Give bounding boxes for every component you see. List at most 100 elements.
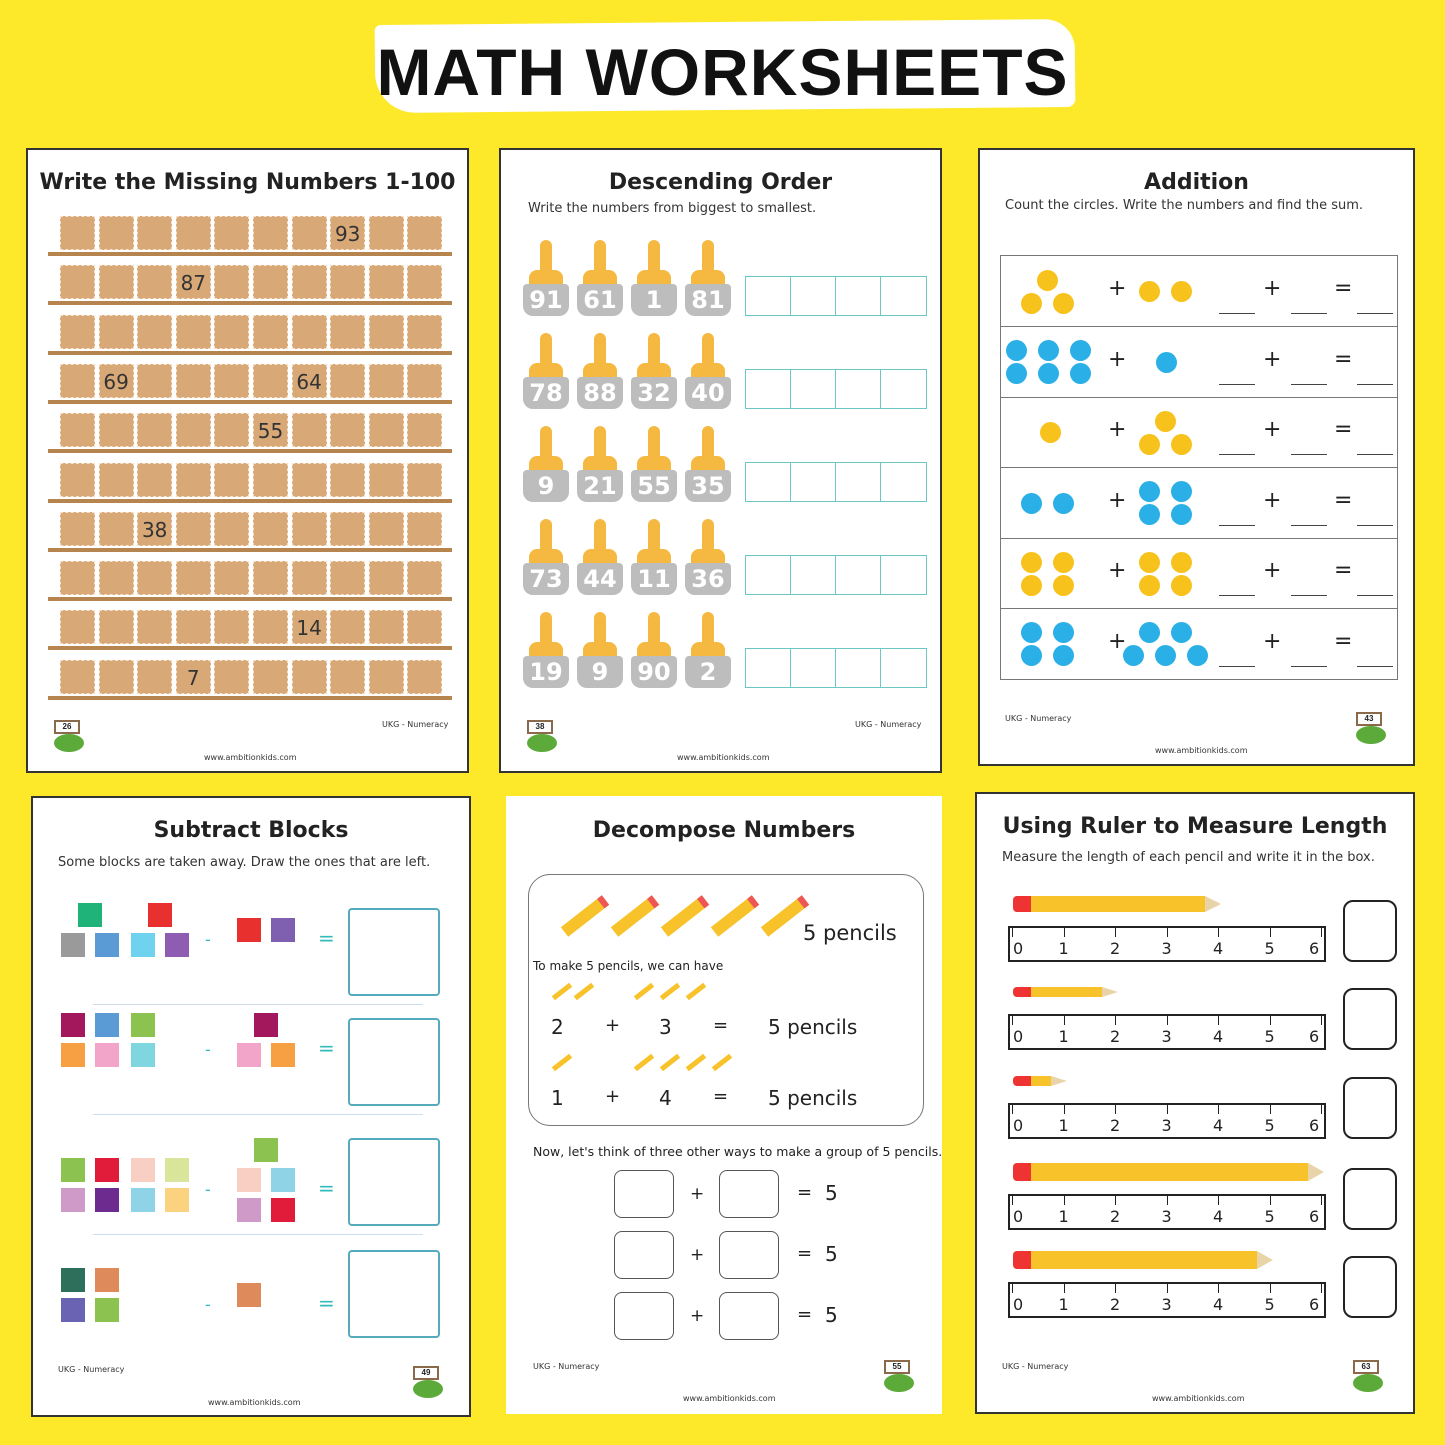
circle: [1053, 492, 1074, 514]
number-box: [214, 413, 250, 448]
shelf: [48, 646, 452, 651]
answer-box[interactable]: [1343, 988, 1397, 1050]
number-box: [407, 216, 443, 250]
circle: [1139, 574, 1160, 596]
block-taken-away: [271, 1168, 295, 1192]
circle: [1040, 422, 1061, 443]
subtract-row: - =: [33, 1268, 473, 1368]
answer-box[interactable]: [1343, 1256, 1397, 1318]
answer-box-a[interactable]: [614, 1292, 674, 1340]
circle: [1070, 340, 1091, 361]
answer-box-a[interactable]: [614, 1170, 674, 1218]
number-box: [137, 363, 173, 398]
equals-sign: =: [713, 1015, 729, 1036]
small-pencil-icon: [633, 982, 655, 1001]
ruler-label: 3: [1161, 1207, 1172, 1226]
plus-sign: +: [1263, 487, 1282, 513]
circle: [1038, 340, 1059, 361]
shelf: [48, 498, 452, 503]
number-box: [60, 216, 95, 250]
brush-ferrule: [691, 642, 725, 658]
brush-number: 55: [631, 470, 677, 502]
answer-box[interactable]: [348, 1250, 440, 1338]
answer-box[interactable]: [348, 908, 440, 996]
block: [131, 1158, 155, 1182]
paint-brush: 40: [685, 333, 731, 409]
number-box: [175, 413, 211, 448]
paint-brush: 73: [523, 519, 569, 595]
answer-box[interactable]: [348, 1138, 440, 1226]
addend-b: 3: [659, 1015, 672, 1039]
page-number: 49: [413, 1366, 439, 1380]
ruler-tick: [1269, 1105, 1271, 1114]
answer-box[interactable]: [1343, 900, 1397, 962]
ruler-tick: [1218, 1284, 1219, 1293]
answer-box: [746, 649, 791, 687]
number-box: [330, 413, 366, 448]
answer-box-b[interactable]: [719, 1292, 779, 1340]
number-box: [137, 659, 173, 694]
block-taken-away: [254, 1138, 278, 1162]
number-box: [330, 659, 366, 694]
worksheet-title: Subtract Blocks: [153, 818, 349, 843]
paint-brush: 61: [577, 240, 623, 316]
worksheet-title: Descending Order: [608, 170, 833, 195]
ruler-label: 2: [1110, 1027, 1121, 1046]
addend-a: 1: [551, 1086, 564, 1110]
footer-level: UKG - Numeracy: [855, 720, 922, 729]
circle: [1021, 292, 1042, 314]
plus-sign: +: [1108, 417, 1127, 442]
number-box: [98, 314, 134, 349]
circle: [1171, 433, 1192, 455]
page-number-badge: 63: [1349, 1360, 1385, 1396]
ruler-tick: [1321, 1284, 1322, 1293]
number-box: [368, 265, 404, 300]
answer-box[interactable]: [348, 1018, 440, 1106]
small-pencil-icon: [551, 982, 573, 1001]
ruler-label: 5: [1264, 1295, 1275, 1314]
paint-brush: 1: [631, 240, 677, 316]
plus-sign: +: [1108, 558, 1127, 583]
ruler-label: 5: [1264, 1207, 1275, 1226]
brush-number: 32: [631, 377, 677, 409]
number-box: [330, 511, 366, 546]
answer-blank: [1357, 454, 1393, 455]
paint-brush: 81: [685, 240, 731, 316]
circle: [1139, 433, 1160, 455]
ruler-label: 0: [1013, 1116, 1024, 1135]
answer-box-b[interactable]: [719, 1170, 779, 1218]
answer-box[interactable]: [1343, 1077, 1397, 1139]
ruler-tick: [1063, 1196, 1065, 1205]
number-box: [330, 610, 366, 645]
worksheet-addition: Addition Count the circles. Write the nu…: [978, 148, 1415, 766]
ruler-label: 1: [1058, 1027, 1069, 1046]
number-box: 64: [291, 363, 327, 398]
ruler-label: 4: [1213, 1116, 1224, 1135]
block: [61, 1188, 85, 1212]
brush-number: 91: [523, 284, 569, 316]
number-box: [368, 659, 404, 694]
pencil-tip: [1102, 987, 1118, 997]
equals-sign: =: [1334, 346, 1353, 372]
number-box: [253, 265, 288, 300]
minus-sign: -: [205, 1040, 211, 1059]
answer-box[interactable]: [1343, 1168, 1397, 1230]
block: [61, 1013, 85, 1037]
footer-level: UKG - Numeracy: [1002, 1362, 1069, 1371]
number-box: [137, 314, 173, 349]
frog-mascot-icon: [54, 734, 84, 752]
number-box: [214, 610, 250, 645]
brush-ferrule: [691, 456, 725, 472]
ruler-label: 5: [1264, 1027, 1275, 1046]
circle: [1006, 340, 1027, 361]
equals-sign: =: [318, 1176, 335, 1200]
brush-number: 9: [523, 470, 569, 502]
answer-box-b[interactable]: [719, 1231, 779, 1279]
ruler-tick: [1218, 928, 1219, 937]
footer-level: UKG - Numeracy: [533, 1362, 600, 1371]
paint-brush: 78: [523, 333, 569, 409]
answer-box-a[interactable]: [614, 1231, 674, 1279]
block: [131, 933, 155, 957]
block-taken-away: [237, 1198, 261, 1222]
ruler: 0 1 2 3 4 5 6: [1008, 1014, 1326, 1050]
